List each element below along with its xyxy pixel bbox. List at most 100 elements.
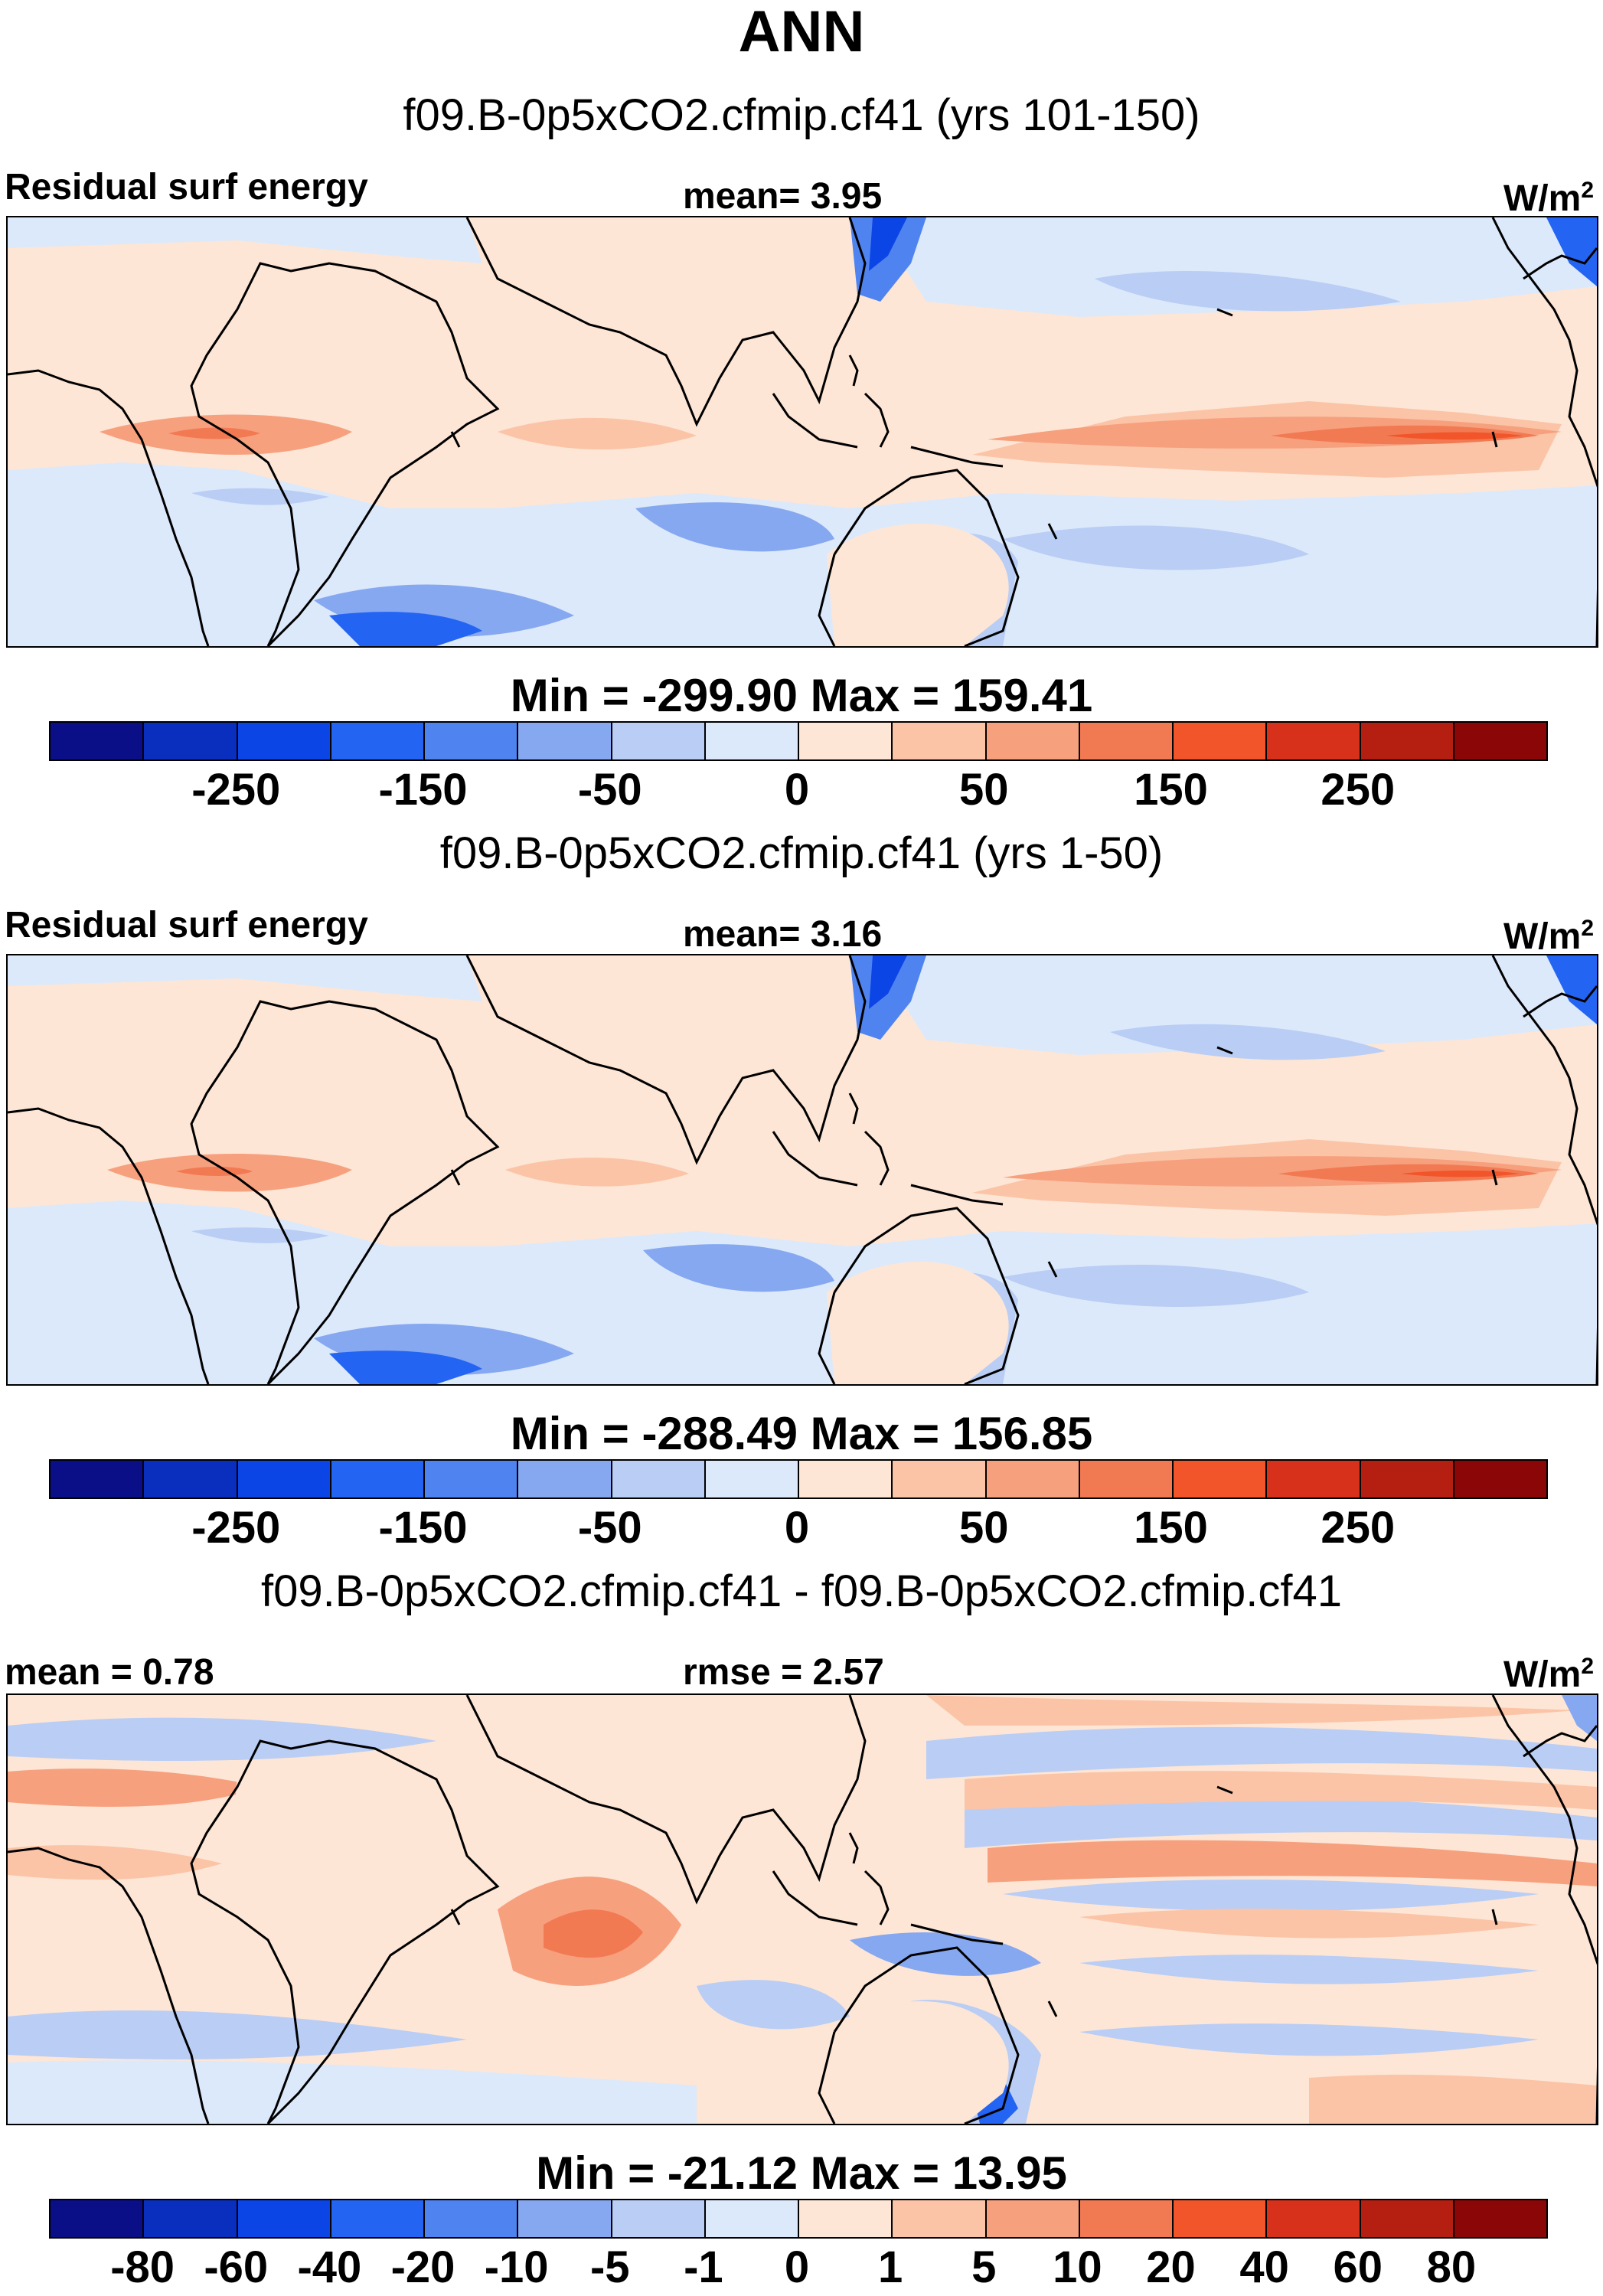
panel-2-units-label: W/m2	[1503, 916, 1594, 957]
panel-1-colorbar-swatch	[612, 723, 706, 759]
panel-2-colorbar-swatch	[144, 1461, 238, 1497]
panel-1-colorbar-tick-label: 250	[1321, 765, 1396, 815]
panel-3-units-label: W/m2	[1503, 1654, 1594, 1695]
panel-3-colorbar-tick-label: 60	[1333, 2242, 1383, 2292]
panel-1-colorbar-tick-label: 50	[958, 765, 1009, 815]
panel-1-colorbar-swatch	[1079, 723, 1174, 759]
panel-3-colorbar-tick-label: 10	[1053, 2242, 1102, 2292]
panel-3-colorbar-tick-label: 40	[1239, 2242, 1289, 2292]
panel-2-colorbar-swatch	[1454, 1461, 1546, 1497]
panel-2-colorbar-swatch	[237, 1461, 331, 1497]
panel-3-colorbar-tick-label: -40	[297, 2242, 362, 2292]
panel-1-case-title: f09.B-0p5xCO2.cfmip.cf41 (yrs 101-150)	[403, 90, 1200, 140]
panel-3-colorbar-tick-label: -20	[390, 2242, 455, 2292]
panel-1-colorbar-swatch	[705, 723, 799, 759]
panel-3-colorbar-swatch	[1174, 2200, 1268, 2237]
panel-3-colorbar-swatch	[331, 2200, 425, 2237]
panel-2-colorbar-tick-label: -150	[378, 1503, 468, 1553]
panel-1-colorbar-swatch	[518, 723, 612, 759]
panel-3-colorbar-swatch	[1360, 2200, 1454, 2237]
panel-2-colorbar-ticks: -250 -150 -50 0 50 150 250	[49, 1504, 1545, 1553]
panel-2-colorbar-swatch	[612, 1461, 706, 1497]
panel-1-mean-label: mean= 3.95	[683, 176, 883, 217]
panel-3-colorbar-tick-label: 1	[877, 2242, 903, 2292]
panel-2-colorbar-swatch	[799, 1461, 893, 1497]
panel-1-colorbar-swatch	[1267, 723, 1361, 759]
panel-3-colorbar-swatch	[799, 2200, 893, 2237]
panel-2-variable-label: Residual surf energy	[5, 905, 368, 946]
panel-3-colorbar-swatch	[612, 2200, 706, 2237]
panel-3-colorbar-swatch	[237, 2200, 331, 2237]
panel-1-colorbar-tick-label: -250	[191, 765, 281, 815]
panel-3-colorbar-swatch	[705, 2200, 799, 2237]
panel-3-colorbar-swatch	[51, 2200, 145, 2237]
panel-3-colorbar-tick-label: 0	[784, 2242, 810, 2292]
panel-3-colorbar-swatch	[893, 2200, 987, 2237]
panel-3-colorbar	[49, 2199, 1548, 2239]
panel-2-colorbar-swatch	[1267, 1461, 1361, 1497]
panel-3-map	[6, 1693, 1598, 2125]
panel-1-colorbar-swatch	[799, 723, 893, 759]
panel-3-colorbar-ticks: -80 -60 -40 -20 -10 -5 -1 0 1 5 10 20 40 60 80	[49, 2243, 1545, 2292]
panel-2-colorbar-swatch	[1360, 1461, 1454, 1497]
panel-3-colorbar-tick-label: 5	[971, 2242, 997, 2292]
panel-1-colorbar-swatch	[51, 723, 145, 759]
panel-3-colorbar-tick-label: -80	[110, 2242, 175, 2292]
panel-1-colorbar-swatch	[144, 723, 238, 759]
panel-2-colorbar-swatch	[705, 1461, 799, 1497]
panel-3-colorbar-tick-label: -5	[589, 2242, 630, 2292]
panel-2-colorbar-swatch	[1079, 1461, 1174, 1497]
panel-3-colorbar-tick-label: 80	[1426, 2242, 1477, 2292]
panel-3-colorbar-tick-label: -10	[484, 2242, 549, 2292]
panel-3-colorbar-swatch	[518, 2200, 612, 2237]
panel-3-colorbar-tick-label: -60	[204, 2242, 269, 2292]
panel-2-case-title: f09.B-0p5xCO2.cfmip.cf41 (yrs 1-50)	[439, 828, 1164, 878]
panel-3-colorbar-swatch	[1267, 2200, 1361, 2237]
panel-2-colorbar-swatch	[331, 1461, 425, 1497]
panel-2-colorbar-swatch	[425, 1461, 519, 1497]
panel-1-colorbar-swatch	[1174, 723, 1268, 759]
panel-1-colorbar-ticks: -250 -150 -50 0 50 150 250	[49, 766, 1545, 815]
panel-1-colorbar-swatch	[986, 723, 1080, 759]
panel-2-colorbar-tick-label: 50	[958, 1503, 1009, 1553]
panel-1-units-label: W/m2	[1503, 178, 1594, 219]
panel-2-colorbar-tick-label: -250	[191, 1503, 281, 1553]
panel-3-colorbar-tick-label: -1	[684, 2242, 723, 2292]
panel-2-colorbar-tick-label: 150	[1134, 1503, 1208, 1553]
panel-1-colorbar-swatch	[237, 723, 331, 759]
panel-2-colorbar-tick-label: 0	[784, 1503, 810, 1553]
panel-2-colorbar-swatch	[986, 1461, 1080, 1497]
panel-3-case-title: f09.B-0p5xCO2.cfmip.cf41 - f09.B-0p5xCO2…	[261, 1566, 1342, 1616]
panel-3-colorbar-swatch	[144, 2200, 238, 2237]
panel-3-colorbar-swatch	[425, 2200, 519, 2237]
panel-2-colorbar-swatch	[1174, 1461, 1268, 1497]
panel-1-colorbar-tick-label: -50	[577, 765, 642, 815]
panel-1-colorbar-swatch	[893, 723, 987, 759]
panel-2-mean-label: mean= 3.16	[683, 914, 883, 955]
panel-2-min-max: Min = -288.49 Max = 156.85	[510, 1408, 1093, 1459]
panel-3-min-max: Min = -21.12 Max = 13.95	[536, 2147, 1067, 2199]
panel-1-colorbar-tick-label: -150	[378, 765, 468, 815]
panel-1-min-max: Min = -299.90 Max = 159.41	[510, 670, 1093, 721]
panel-1-map	[6, 216, 1598, 648]
panel-1-variable-label: Residual surf energy	[5, 167, 368, 207]
panel-3-colorbar-swatch	[1454, 2200, 1546, 2237]
panel-2-colorbar-swatch	[893, 1461, 987, 1497]
panel-1-colorbar-tick-label: 150	[1134, 765, 1208, 815]
panel-2-map	[6, 954, 1598, 1386]
panel-1-colorbar-tick-label: 0	[784, 765, 810, 815]
figure-title: ANN	[738, 0, 865, 64]
panel-1-colorbar-swatch	[1454, 723, 1546, 759]
panel-3-colorbar-tick-label: 20	[1146, 2242, 1196, 2292]
panel-3-colorbar-swatch	[986, 2200, 1080, 2237]
panel-3-rmse-label: rmse = 2.57	[683, 1652, 884, 1693]
panel-2-colorbar-swatch	[51, 1461, 145, 1497]
panel-2-colorbar-tick-label: -50	[577, 1503, 642, 1553]
panel-2-colorbar-tick-label: 250	[1321, 1503, 1396, 1553]
panel-1-colorbar	[49, 721, 1548, 761]
panel-3-mean-label: mean = 0.78	[5, 1652, 214, 1693]
panel-2-colorbar	[49, 1459, 1548, 1499]
panel-2-colorbar-swatch	[518, 1461, 612, 1497]
panel-1-colorbar-swatch	[331, 723, 425, 759]
panel-3-colorbar-swatch	[1079, 2200, 1174, 2237]
